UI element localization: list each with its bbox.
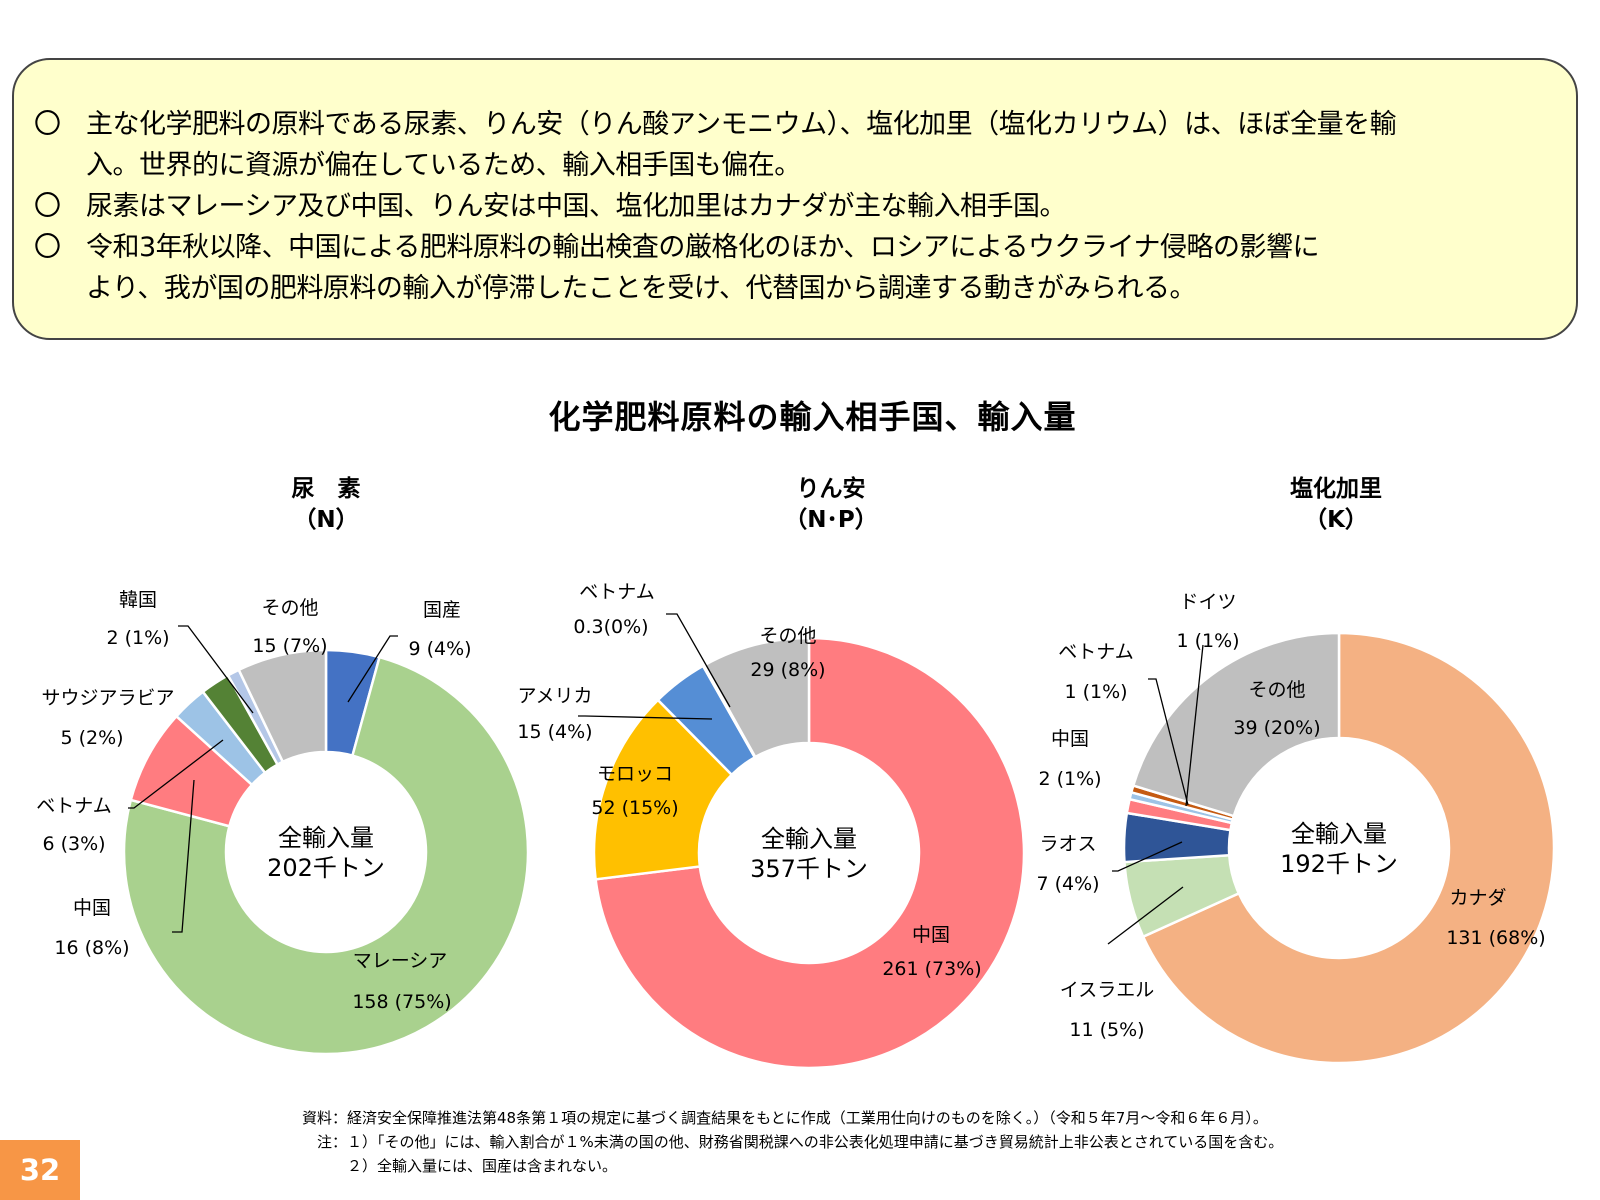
chart-subtitle-text: （K）	[1304, 507, 1368, 533]
note-line: 資料：経済安全保障推進法第48条第１項の規定に基づく調査結果をもとに作成（工業用…	[302, 1109, 1268, 1127]
slice-name-label: マレーシア	[353, 950, 448, 972]
chart-title-text: 尿 素	[291, 476, 361, 502]
slice-value-label: 15 (7%)	[252, 635, 327, 657]
leader-line	[666, 613, 731, 708]
slice-name-label: イスラエル	[1060, 979, 1154, 1001]
slice-name-label: 韓国	[119, 589, 157, 611]
slice-value-label: 0.3(0%)	[573, 616, 648, 638]
leader-line	[1185, 644, 1204, 807]
slice-name-label: 国産	[423, 599, 461, 621]
source-notes: 資料：経済安全保障推進法第48条第１項の規定に基づく調査結果をもとに作成（工業用…	[302, 1106, 1283, 1178]
leader-line	[347, 635, 398, 703]
chart-subtitle-text: （N）	[293, 507, 359, 533]
summary-bullet: 〇 尿素はマレーシア及び中国、りん安は中国、塩化加里はカナダが主な輸入相手国。	[34, 186, 1558, 227]
slice-name-label: ベトナム	[1058, 641, 1133, 663]
slice-value-label: 5 (2%)	[60, 727, 123, 749]
slice-name-label: ドイツ	[1179, 591, 1236, 613]
donut-slice	[122, 655, 530, 1056]
slice-name-label: その他	[261, 597, 318, 619]
center-total-label: 全輸入量	[1291, 820, 1387, 848]
bullet-line: 令和3年秋以降、中国による肥料原料の輸出検査の厳格化のほか、ロシアによるウクライ…	[86, 232, 1319, 263]
donut-slice	[702, 636, 811, 759]
slice-value-label: 6 (3%)	[42, 833, 105, 855]
slice-name-label: 中国	[912, 924, 950, 946]
slice-value-label: 261 (73%)	[882, 958, 981, 980]
slice-value-label: 15 (4%)	[517, 721, 592, 743]
summary-box: 〇 主な化学肥料の原料である尿素、りん安（りん酸アンモニウム）、塩化加里（塩化カ…	[12, 58, 1578, 340]
slice-name-label: サウジアラビア	[41, 687, 174, 709]
slice-name-label: アメリカ	[517, 685, 592, 707]
slice-value-label: 1 (1%)	[1176, 630, 1239, 652]
chart-subtitle-text: （N･P）	[784, 507, 878, 533]
main-title: 化学肥料原料の輸入相手国、輸入量	[548, 398, 1077, 436]
bullet-line: 入。世界的に資源が偏在しているため、輸入相手国も偏在。	[86, 150, 801, 181]
slice-value-label: 39 (20%)	[1233, 717, 1320, 739]
center-total-label: 全輸入量	[278, 824, 374, 852]
bullet-mark: 〇	[34, 232, 61, 263]
chart-title-dap: りん安 （N･P）	[701, 474, 961, 536]
leader-line	[1112, 841, 1183, 872]
chart-title-urea: 尿 素 （N）	[196, 474, 456, 536]
leader-line	[128, 739, 224, 809]
slice-value-label: 131 (68%)	[1446, 927, 1545, 949]
slice-name-label: カナダ	[1449, 887, 1506, 909]
slice-value-label: 2 (1%)	[1038, 768, 1101, 790]
leader-line	[1148, 678, 1189, 806]
summary-bullet: 〇 主な化学肥料の原料である尿素、りん安（りん酸アンモニウム）、塩化加里（塩化カ…	[34, 104, 1558, 186]
leader-line	[578, 715, 713, 720]
donut-slice	[1131, 631, 1341, 818]
note-line: ２）全輸入量には、国産は含まれない。	[302, 1157, 618, 1175]
slice-value-label: 2 (1%)	[106, 627, 169, 649]
note-line: 注：１）「その他」には、輸入割合が１%未満の国の他、財務省関税課への非公表化処理…	[302, 1133, 1284, 1151]
slice-value-label: 9 (4%)	[408, 638, 471, 660]
slice-value-label: 158 (75%)	[352, 991, 451, 1013]
chart-title-text: 塩化加里	[1290, 476, 1382, 502]
donut-slice	[594, 636, 1026, 1070]
donut-slice	[1141, 631, 1556, 1065]
leader-line	[178, 625, 254, 714]
leader-line	[172, 779, 195, 933]
center-total-value: 202千トン	[267, 854, 385, 882]
bullet-line: 主な化学肥料の原料である尿素、りん安（りん酸アンモニウム）、塩化加里（塩化カリウ…	[86, 109, 1397, 140]
bullet-text: 令和3年秋以降、中国による肥料原料の輸出検査の厳格化のほか、ロシアによるウクライ…	[86, 227, 1558, 309]
slice-value-label: 7 (4%)	[1036, 873, 1099, 895]
slice-name-label: その他	[1248, 679, 1305, 701]
center-total-value: 192千トン	[1280, 850, 1398, 878]
bullet-text: 尿素はマレーシア及び中国、りん安は中国、塩化加里はカナダが主な輸入相手国。	[86, 186, 1558, 227]
leader-line	[1107, 886, 1184, 945]
center-total-value: 357千トン	[750, 855, 868, 883]
slice-value-label: 29 (8%)	[750, 659, 825, 681]
slice-value-label: 52 (15%)	[591, 797, 678, 819]
bullet-mark: 〇	[34, 109, 61, 140]
slice-value-label: 1 (1%)	[1064, 681, 1127, 703]
center-total-label: 全輸入量	[761, 825, 857, 853]
slice-name-label: 中国	[1051, 728, 1089, 750]
slice-name-label: ベトナム	[579, 581, 654, 603]
page-number: 32	[0, 1140, 80, 1200]
summary-bullet: 〇 令和3年秋以降、中国による肥料原料の輸出検査の厳格化のほか、ロシアによるウク…	[34, 227, 1558, 309]
slice-name-label: ラオス	[1039, 833, 1096, 855]
bullet-line: より、我が国の肥料原料の輸入が停滞したことを受け、代替国から調達する動きがみられ…	[86, 273, 1197, 304]
bullet-mark: 〇	[34, 191, 61, 222]
slice-value-label: 16 (8%)	[54, 937, 129, 959]
donut-slice	[592, 698, 734, 881]
bullet-line: 尿素はマレーシア及び中国、りん安は中国、塩化加里はカナダが主な輸入相手国。	[86, 191, 1066, 222]
slice-value-label: 11 (5%)	[1069, 1019, 1144, 1041]
slice-name-label: その他	[759, 625, 816, 647]
chart-title-kcl: 塩化加里 （K）	[1206, 474, 1466, 536]
slice-name-label: モロッコ	[597, 763, 673, 785]
donut-slice	[237, 648, 328, 764]
bullet-text: 主な化学肥料の原料である尿素、りん安（りん酸アンモニウム）、塩化加里（塩化カリウ…	[86, 104, 1558, 186]
chart-title-text: りん安	[796, 476, 866, 502]
slice-name-label: 中国	[73, 897, 111, 919]
slice-name-label: ベトナム	[36, 795, 111, 817]
